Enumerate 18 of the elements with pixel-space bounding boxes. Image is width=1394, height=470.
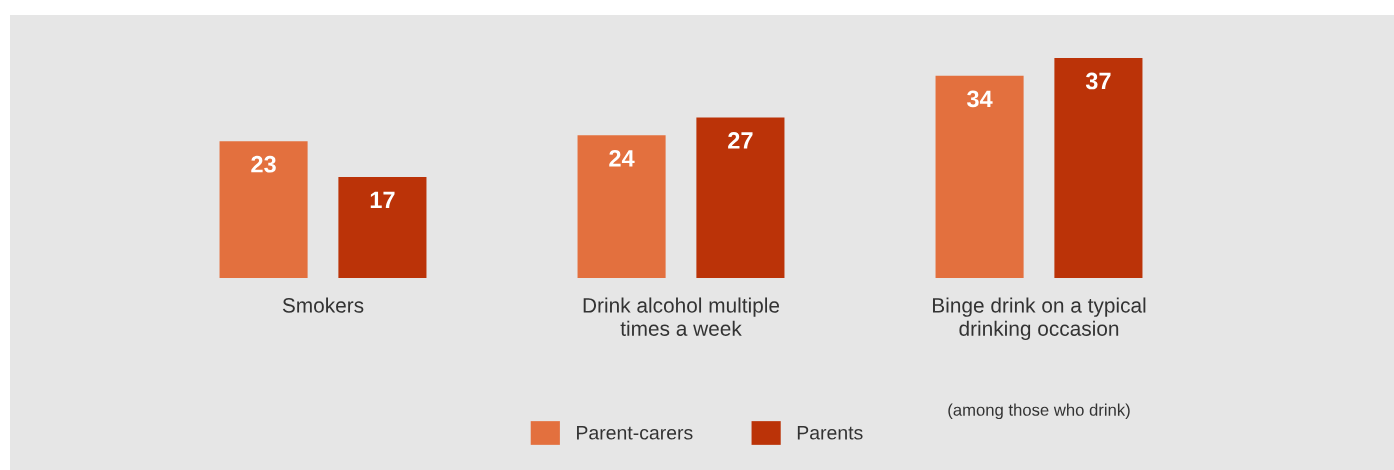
bar: [935, 75, 1024, 278]
legend-label: Parent-carers: [577, 426, 693, 440]
data-label: 23: [251, 155, 276, 173]
data-label: 27: [728, 132, 753, 149]
legend-label: Parents: [797, 426, 863, 440]
data-label: 37: [1085, 72, 1111, 90]
x-tick-label: Drink alcohol multiple times a week: [583, 297, 780, 336]
text: (among those who drink): [948, 403, 1130, 420]
data-label: 17: [370, 191, 395, 209]
x-tick-label: Smokers: [282, 297, 364, 313]
bar: [696, 117, 785, 278]
x-tick-label: Binge drink on a typical drinking occasion: [933, 297, 1146, 341]
data-label: 34: [966, 90, 993, 108]
bar: [577, 135, 666, 278]
bar: [338, 176, 427, 278]
data-label: 24: [609, 149, 635, 167]
bar: [219, 141, 308, 278]
bar: [1054, 58, 1143, 278]
